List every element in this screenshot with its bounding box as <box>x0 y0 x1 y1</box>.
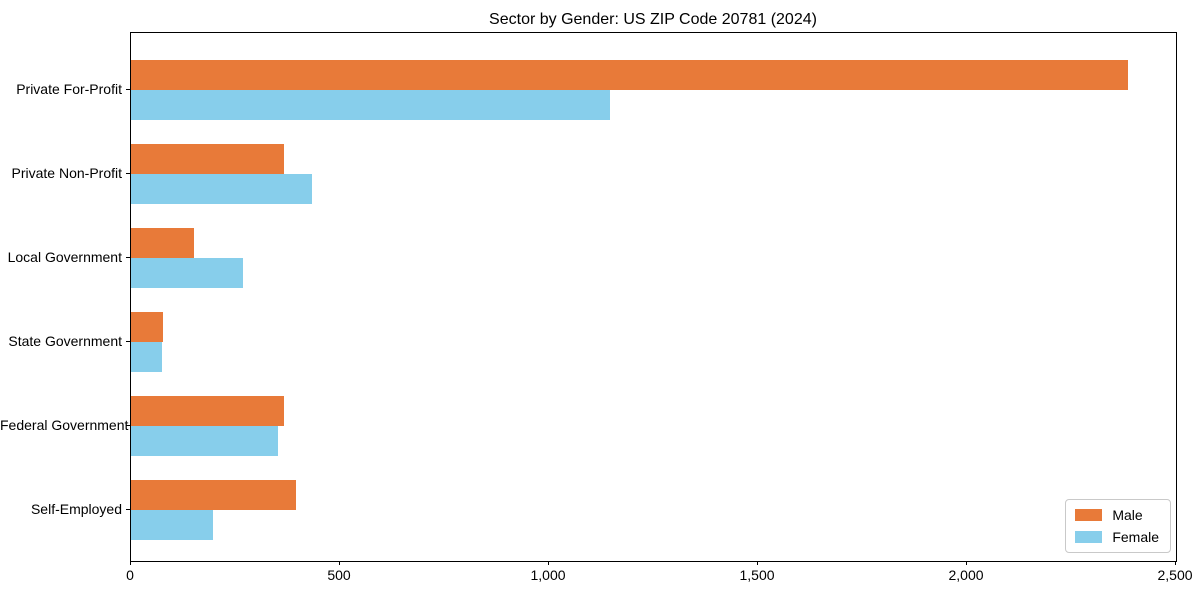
chart-title: Sector by Gender: US ZIP Code 20781 (202… <box>489 11 817 28</box>
bar-female-0 <box>131 90 610 120</box>
y-axis-label: Local Government <box>7 249 122 265</box>
bar-female-4 <box>131 426 278 456</box>
y-axis-label: Private For-Profit <box>16 81 122 97</box>
bar-male-4 <box>131 396 285 426</box>
legend-item-male: Male <box>1075 507 1159 523</box>
bar-male-0 <box>131 60 1129 90</box>
bar-male-2 <box>131 228 194 258</box>
bar-male-3 <box>131 312 164 342</box>
x-tick-mark <box>757 561 758 565</box>
x-axis-label: 1,000 <box>530 567 566 583</box>
legend-label: Female <box>1112 529 1159 545</box>
y-tick-mark <box>126 89 130 90</box>
x-tick-mark <box>966 561 967 565</box>
y-axis-label: Federal Government <box>0 417 129 433</box>
y-axis-label: Private Non-Profit <box>11 165 122 181</box>
y-tick-mark <box>126 509 130 510</box>
x-tick-mark <box>548 561 549 565</box>
x-axis-label: 0 <box>126 567 134 583</box>
x-tick-mark <box>1175 561 1176 565</box>
bar-female-2 <box>131 258 243 288</box>
bar-female-5 <box>131 510 213 540</box>
x-axis-label: 2,000 <box>948 567 984 583</box>
legend-label: Male <box>1112 507 1143 523</box>
y-axis-label: Self-Employed <box>30 501 122 517</box>
bar-male-1 <box>131 144 284 174</box>
bar-male-5 <box>131 480 297 510</box>
x-axis-label: 2,500 <box>1157 567 1193 583</box>
x-axis-label: 500 <box>327 567 351 583</box>
y-tick-mark <box>126 425 130 426</box>
x-axis-label: 1,500 <box>739 567 775 583</box>
legend-item-female: Female <box>1075 529 1159 545</box>
y-tick-mark <box>126 257 130 258</box>
legend: Male Female <box>1065 499 1171 553</box>
x-tick-mark <box>339 561 340 565</box>
bar-female-3 <box>131 342 162 372</box>
bar-female-1 <box>131 174 313 204</box>
plot-area: Male Female <box>130 32 1177 562</box>
y-tick-mark <box>126 173 130 174</box>
x-tick-mark <box>130 561 131 565</box>
y-axis-label: State Government <box>8 333 122 349</box>
legend-swatch-male <box>1075 509 1103 521</box>
legend-swatch-female <box>1075 531 1103 543</box>
y-tick-mark <box>126 341 130 342</box>
